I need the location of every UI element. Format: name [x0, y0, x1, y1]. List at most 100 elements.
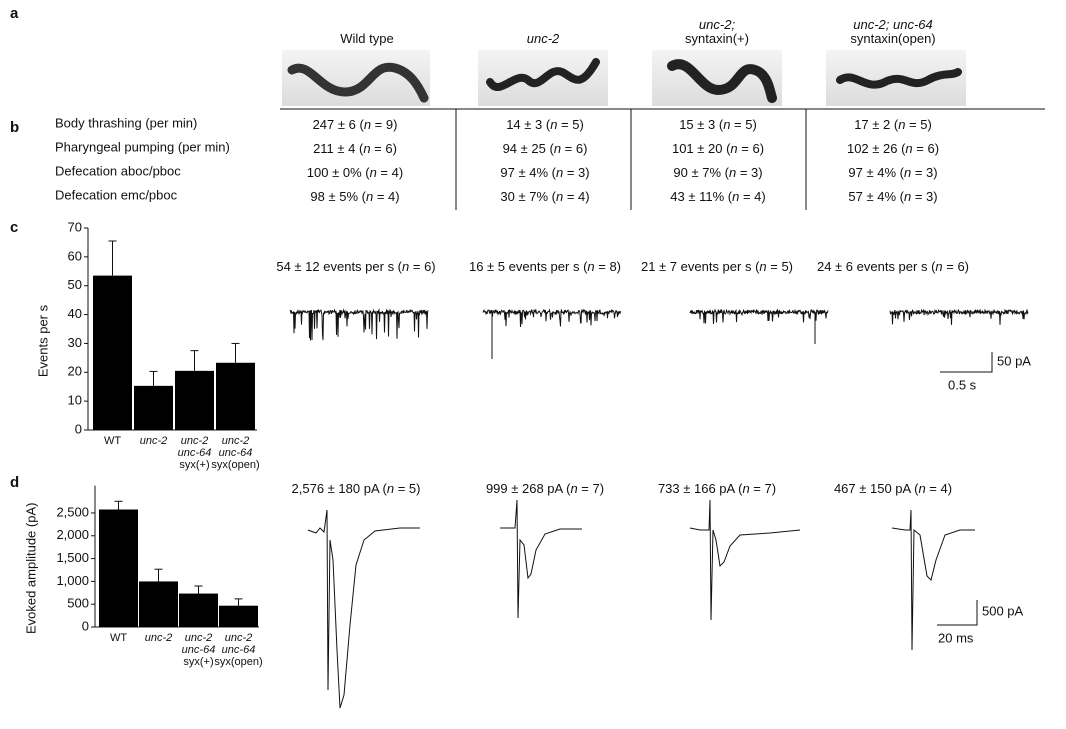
text-segment: 101 ± 20 ( [672, 141, 731, 156]
bar [175, 371, 214, 430]
text-segment: n [729, 165, 736, 180]
text-segment: = 6) [561, 141, 587, 156]
table-cell: 97 ± 4% (n = 3) [848, 165, 937, 180]
text-segment: = 5) [394, 481, 420, 496]
text-segment: = 6) [943, 259, 969, 274]
column-header: unc-2; [699, 17, 736, 32]
scale-bar-label: 0.5 s [948, 377, 977, 392]
table-cell: 102 ± 26 (n = 6) [847, 141, 939, 156]
text-segment: unc-2 [225, 632, 253, 644]
table-cell: 14 ± 3 (n = 5) [506, 117, 584, 132]
column-header: unc-2 [527, 31, 560, 46]
y-tick-label: 0 [82, 618, 89, 633]
x-tick-label: unc-64 [219, 447, 253, 459]
table-cell: 247 ± 6 (n = 9) [313, 117, 398, 132]
text-segment: n [370, 165, 377, 180]
table-cell: 17 ± 2 (n = 5) [854, 117, 932, 132]
text-segment: n [723, 117, 730, 132]
text-segment: 14 ± 3 ( [506, 117, 551, 132]
text-segment: = 5) [905, 117, 931, 132]
text-segment: n [570, 481, 577, 496]
error-bar [155, 569, 163, 581]
text-segment: n [904, 165, 911, 180]
trace [290, 310, 428, 341]
summary: 733 ± 166 pA (n = 7) [658, 481, 776, 496]
y-axis-label: Events per s [35, 304, 50, 377]
text-segment: = 3) [736, 165, 762, 180]
text-segment: n [556, 165, 563, 180]
text-segment: unc-2 [181, 435, 209, 447]
x-tick-label: unc-2 [185, 632, 213, 644]
text-segment: n [587, 259, 594, 274]
text-segment: unc-2 [185, 632, 213, 644]
y-tick-label: 1,000 [56, 573, 89, 588]
column-header: Wild type [340, 31, 393, 46]
y-tick-label: 1,500 [56, 550, 89, 565]
text-segment: n [732, 189, 739, 204]
x-tick-label: syx(+) [179, 459, 209, 471]
table-cell: 100 ± 0% (n = 4) [307, 165, 403, 180]
text-segment: syx(+) [183, 656, 213, 668]
text-segment: = 6) [409, 259, 435, 274]
text-segment: 43 ± 11% ( [670, 189, 732, 204]
text-segment: unc-64 [178, 447, 212, 459]
text-segment: n [898, 117, 905, 132]
y-tick-label: 20 [68, 364, 82, 379]
text-segment: = 4) [373, 189, 399, 204]
x-tick-label: unc-2 [181, 435, 209, 447]
x-tick-label: unc-2 [225, 632, 253, 644]
text-segment: unc-64 [182, 644, 216, 656]
x-tick-label: WT [110, 632, 127, 644]
bar [99, 510, 138, 627]
trace [890, 310, 1028, 325]
panel-label: d [10, 474, 19, 491]
text-segment: 94 ± 25 ( [503, 141, 555, 156]
text-segment: syntaxin(+) [685, 31, 749, 46]
text-segment: = 6) [738, 141, 764, 156]
y-tick-label: 0 [75, 421, 82, 436]
text-segment: = 3) [911, 165, 937, 180]
text-segment: = 8) [595, 259, 621, 274]
table-cell: 101 ± 20 (n = 6) [672, 141, 764, 156]
bar [219, 606, 258, 627]
panel-label: c [10, 219, 18, 236]
trace [690, 500, 800, 620]
text-segment: unc-2 [145, 632, 173, 644]
text-segment: 733 ± 166 pA ( [658, 481, 743, 496]
y-axis-label: Evoked amplitude (pA) [23, 503, 38, 635]
y-tick-label: 10 [68, 393, 82, 408]
text-segment: n [742, 481, 749, 496]
text-segment: 17 ± 2 ( [854, 117, 899, 132]
text-segment: 211 ± 4 ( [313, 141, 364, 156]
text-segment: unc-2 [140, 435, 168, 447]
text-segment: 24 ± 6 events per s ( [817, 259, 936, 274]
text-segment: 16 ± 5 events per s ( [469, 259, 588, 274]
summary: 2,576 ± 180 pA (n = 5) [292, 481, 421, 496]
text-segment: 54 ± 12 events per s ( [276, 259, 402, 274]
trace [483, 310, 621, 327]
x-tick-label: unc-2 [140, 435, 168, 447]
text-segment: = 4) [563, 189, 589, 204]
summary: 21 ± 7 events per s (n = 5) [641, 259, 793, 274]
text-segment: n [550, 117, 557, 132]
summary: 16 ± 5 events per s (n = 8) [469, 259, 621, 274]
summary: 999 ± 268 pA (n = 7) [486, 481, 604, 496]
bar [139, 581, 178, 627]
text-segment: = 4) [377, 165, 403, 180]
text-segment: 97 ± 4% ( [848, 165, 904, 180]
summary: 54 ± 12 events per s (n = 6) [276, 259, 435, 274]
text-segment: 467 ± 150 pA ( [834, 481, 919, 496]
text-segment: syx(open) [211, 459, 259, 471]
bar [216, 363, 255, 430]
table-cell: 90 ± 7% (n = 3) [673, 165, 762, 180]
text-segment: 57 ± 4% ( [848, 189, 904, 204]
text-segment: 102 ± 26 ( [847, 141, 906, 156]
table-cell: 98 ± 5% (n = 4) [310, 189, 399, 204]
text-segment: WT [110, 632, 127, 644]
y-tick-label: 50 [68, 277, 82, 292]
row-label: Defecation emc/pboc [55, 187, 178, 202]
text-segment: = 5) [557, 117, 583, 132]
trace [500, 500, 582, 618]
text-segment: 100 ± 0% ( [307, 165, 370, 180]
y-tick-label: 70 [68, 219, 82, 234]
